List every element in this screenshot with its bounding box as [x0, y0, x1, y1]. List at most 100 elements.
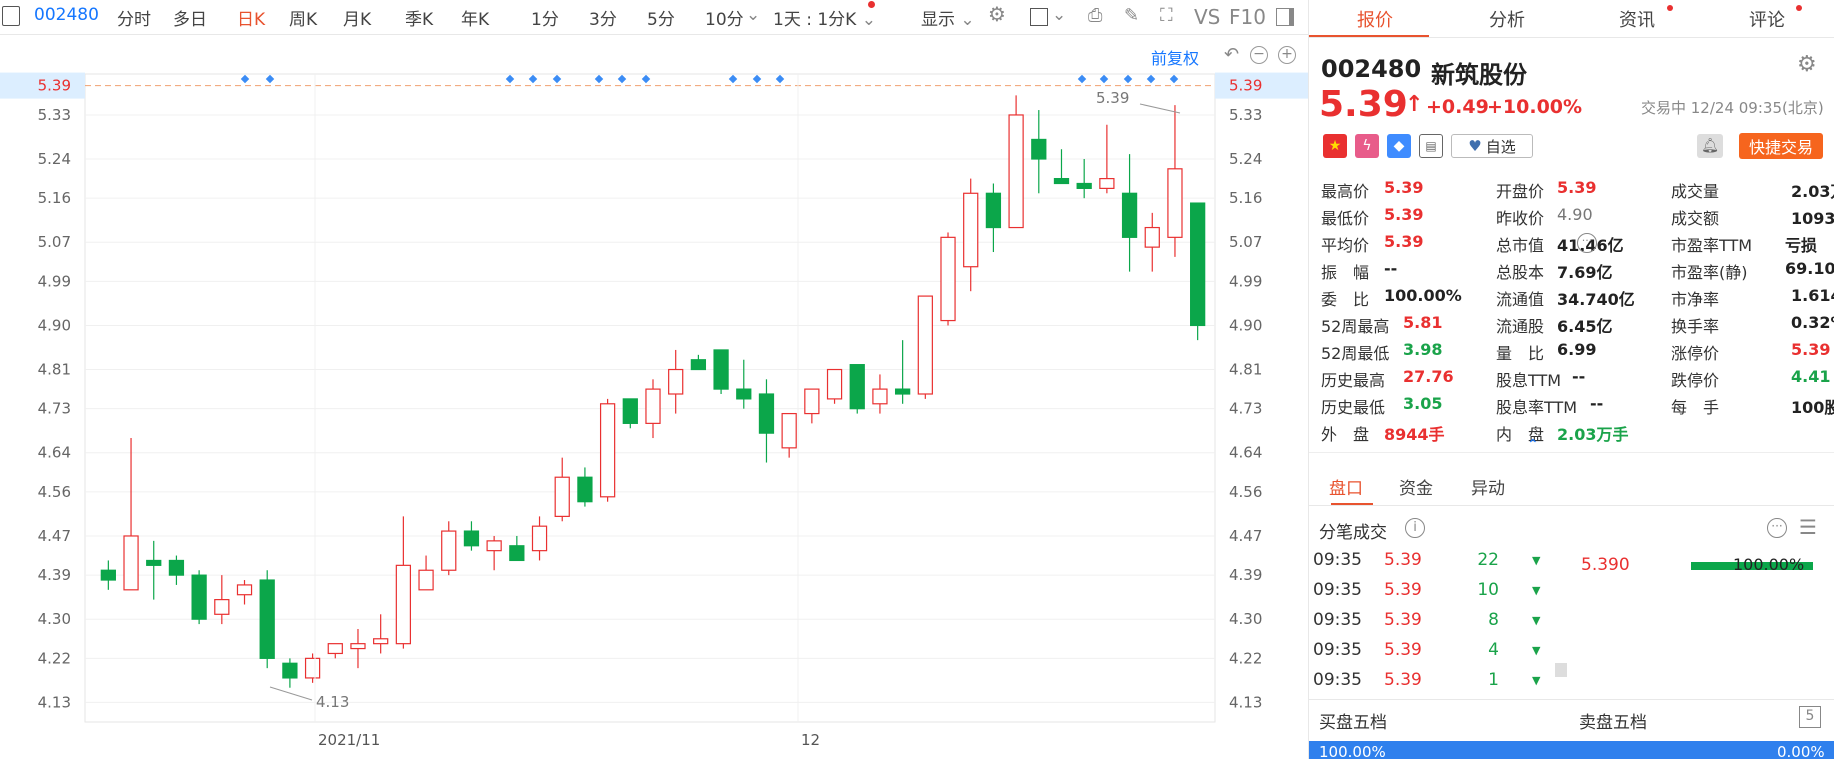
quick-trade-button[interactable]: 快捷交易 [1739, 133, 1823, 159]
event-marker[interactable] [617, 74, 627, 84]
subtab-2[interactable]: 异动 [1471, 479, 1505, 499]
candle-body[interactable] [1190, 202, 1206, 327]
candle-body[interactable] [236, 584, 253, 596]
zoom-in-icon[interactable]: + [1278, 46, 1296, 64]
event-marker[interactable] [1169, 74, 1179, 84]
event-marker[interactable] [552, 74, 562, 84]
candle-body[interactable] [554, 476, 570, 517]
candle-body[interactable] [940, 236, 956, 322]
doc-icon[interactable]: ▤ [1419, 134, 1443, 158]
candle-body[interactable] [736, 388, 752, 400]
fullscreen-icon[interactable]: ⛶ [1160, 5, 1173, 26]
tab-7[interactable]: 1分 [531, 10, 559, 30]
vs-button[interactable]: VS [1194, 5, 1221, 29]
subtab-0[interactable]: 盘口 [1329, 479, 1363, 499]
candle-body[interactable] [463, 530, 480, 547]
info-icon[interactable]: i [1405, 518, 1425, 538]
scroll-handle[interactable] [1555, 663, 1567, 677]
tab-5[interactable]: 季K [405, 10, 434, 30]
candle-body[interactable] [894, 388, 911, 395]
event-marker[interactable] [641, 74, 651, 84]
more-icon[interactable]: ··· [1577, 233, 1597, 253]
candle-body[interactable] [191, 574, 207, 620]
candle-body[interactable] [1076, 182, 1092, 189]
more-icon[interactable]: ··· [1767, 518, 1787, 538]
watch-button[interactable]: ♥ 自选 [1451, 134, 1533, 158]
list-icon[interactable]: ☰ [1799, 515, 1817, 539]
candle-body[interactable] [146, 559, 162, 566]
tab-8[interactable]: 3分 [589, 10, 617, 30]
event-marker[interactable] [265, 74, 275, 84]
candle-body[interactable] [214, 599, 230, 615]
candle-body[interactable] [100, 569, 116, 581]
tab-0[interactable]: 分时 [117, 10, 151, 30]
undo-icon[interactable]: ↶ [1224, 44, 1240, 65]
panel-toggle-icon[interactable] [1276, 8, 1294, 26]
candle-body[interactable] [327, 643, 343, 655]
candle-body[interactable] [668, 368, 684, 395]
candle-body[interactable] [963, 192, 979, 268]
candle-body[interactable] [168, 559, 185, 576]
candle-body[interactable] [282, 662, 298, 679]
event-marker[interactable] [1123, 74, 1133, 84]
candle-body[interactable] [1031, 138, 1047, 160]
event-marker[interactable] [594, 74, 604, 84]
bell-icon[interactable]: 🔔︎ [1697, 134, 1723, 158]
event-marker[interactable] [728, 74, 738, 84]
candle-body[interactable] [985, 192, 1002, 229]
event-marker[interactable] [240, 74, 250, 84]
candle-body[interactable] [259, 579, 275, 659]
candle-body[interactable] [1099, 177, 1115, 189]
chevron-down-icon[interactable]: ⌄ [746, 5, 761, 25]
tab-9[interactable]: 5分 [647, 10, 675, 30]
period-selector[interactable]: 1天 : 1分K ⌄ [773, 10, 876, 30]
candle-body[interactable] [304, 657, 321, 679]
zoom-out-icon[interactable]: − [1250, 46, 1268, 64]
candle-body[interactable] [781, 412, 797, 449]
event-marker[interactable] [775, 74, 785, 84]
event-marker[interactable] [528, 74, 538, 84]
tab-2[interactable]: 资讯 [1619, 10, 1655, 31]
square-icon[interactable] [1030, 8, 1048, 26]
candle-body[interactable] [395, 564, 412, 645]
candle-body[interactable] [872, 388, 888, 405]
candle-body[interactable] [826, 368, 843, 400]
candle-body[interactable] [1053, 177, 1070, 185]
candle-body[interactable] [849, 364, 865, 410]
fuquan-button[interactable]: 前复权 [1151, 49, 1200, 68]
candlestick-chart[interactable]: 5.39 5.39 5.33 5.33 5.24 5.24 5.16 5.16 5.07 5.07… [0, 0, 1308, 759]
candle-body[interactable] [1144, 226, 1160, 248]
event-marker[interactable] [752, 74, 762, 84]
tab-10[interactable]: 10分 [705, 10, 744, 30]
settings-icon[interactable]: ⚙ [1797, 52, 1817, 77]
tab-2[interactable]: 日K [237, 10, 266, 30]
candle-body[interactable] [509, 545, 525, 562]
candle-body[interactable] [486, 540, 502, 552]
candle-body[interactable] [599, 403, 616, 498]
chevron-down-icon[interactable]: ⌄ [1052, 5, 1067, 25]
f10-button[interactable]: F10 [1229, 5, 1266, 29]
candle-body[interactable] [758, 393, 775, 434]
subtab-1[interactable]: 资金 [1399, 479, 1433, 499]
candle-body[interactable] [622, 398, 638, 424]
chevron-up-icon[interactable]: ⌃ [1527, 437, 1539, 453]
five-level-icon[interactable]: 5 [1799, 706, 1821, 728]
candle-body[interactable] [531, 525, 548, 552]
event-marker[interactable] [505, 74, 515, 84]
event-marker[interactable] [1099, 74, 1109, 84]
candle-body[interactable] [713, 349, 729, 390]
tab-1[interactable]: 多日 [173, 10, 207, 30]
candle-body[interactable] [418, 569, 434, 591]
candle-body[interactable] [373, 638, 389, 645]
candle-body[interactable] [441, 530, 457, 571]
candle-body[interactable] [1167, 168, 1183, 238]
tab-4[interactable]: 月K [343, 10, 372, 30]
event-marker[interactable] [1077, 74, 1087, 84]
tab-3[interactable]: 评论 [1749, 10, 1785, 31]
camera-icon[interactable]: ⎙ [1088, 5, 1103, 26]
candle-body[interactable] [1008, 114, 1024, 229]
tab-0[interactable]: 报价 [1357, 10, 1393, 31]
candle-body[interactable] [123, 535, 139, 591]
candle-body[interactable] [577, 476, 593, 503]
event-marker[interactable] [1146, 74, 1156, 84]
